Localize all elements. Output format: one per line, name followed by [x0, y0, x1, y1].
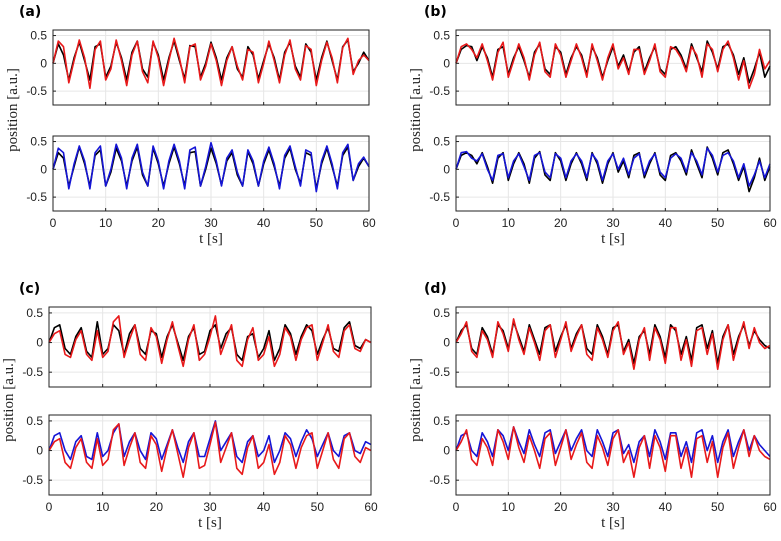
panel-b: (b)-0.500.5-0.500.50 10 20 30 40 50 60t [s]pos… — [408, 4, 777, 247]
y-tick-label: 0.5 — [30, 135, 47, 149]
x-tick-label: 10 — [96, 500, 110, 514]
y-tick-label: -0.5 — [26, 84, 47, 98]
series-line-blue — [52, 141, 370, 193]
subplot-top: -0.5 0 0.5 — [26, 29, 370, 106]
y-tick-label: 0 — [36, 444, 43, 458]
x-tick-label: 40 — [659, 216, 673, 230]
panel-label: (a) — [19, 4, 41, 20]
y-tick-label: -0.5 — [429, 365, 450, 379]
x-tick-label: 50 — [711, 216, 725, 230]
x-axis-label: t [s] — [199, 231, 223, 247]
x-axis-label: t [s] — [601, 515, 625, 531]
y-tick-label: 0.5 — [30, 29, 47, 43]
y-tick-label: -0.5 — [429, 190, 450, 204]
panel-c: (c)-0.500.5-0.500.50 10 20 30 40 50 60t [s]pos… — [1, 281, 378, 531]
x-tick-label: 30 — [203, 500, 217, 514]
series-line-red — [48, 421, 372, 479]
x-tick-label: 60 — [763, 216, 777, 230]
series-line-red — [455, 40, 771, 90]
y-axis-label: position [a.u.] — [1, 358, 17, 442]
subplot-top: -0.5 0 0.5 — [22, 306, 372, 388]
x-tick-label: 60 — [362, 216, 376, 230]
series-line-black — [455, 146, 771, 193]
y-tick-label: -0.5 — [429, 473, 450, 487]
y-tick-label: 0 — [443, 444, 450, 458]
subplot-bottom: -0.500.50 10 20 30 40 50 60t [s] — [429, 414, 777, 531]
y-tick-label: -0.5 — [22, 473, 43, 487]
x-tick-label: 10 — [502, 216, 516, 230]
x-tick-label: 0 — [453, 500, 460, 514]
y-tick-label: 0 — [443, 56, 450, 70]
x-tick-label: 50 — [311, 500, 325, 514]
x-tick-label: 0 — [46, 500, 53, 514]
panel-a: (a)-0.500.5-0.500.50 10 20 30 40 50 60t [s]pos… — [5, 4, 376, 247]
x-axis-label: t [s] — [601, 231, 625, 247]
panel-label: (d) — [424, 281, 447, 297]
y-axis-label: position [a.u.] — [408, 358, 424, 442]
x-tick-label: 0 — [453, 216, 460, 230]
x-tick-label: 20 — [554, 216, 568, 230]
x-axis-label: t [s] — [198, 515, 222, 531]
series-line-red — [48, 315, 372, 368]
x-tick-label: 60 — [763, 500, 777, 514]
x-tick-label: 60 — [364, 500, 378, 514]
subplot-bottom: -0.500.50 10 20 30 40 50 60t [s] — [26, 135, 376, 247]
x-tick-label: 40 — [257, 216, 271, 230]
y-tick-label: 0 — [36, 336, 43, 350]
panel-label: (b) — [424, 4, 447, 20]
x-tick-label: 20 — [152, 216, 166, 230]
x-tick-label: 20 — [150, 500, 164, 514]
y-axis-label: position [a.u.] — [5, 68, 21, 152]
series-line-blue — [455, 426, 771, 464]
y-tick-label: 0.5 — [26, 306, 43, 320]
y-tick-label: 0 — [40, 56, 47, 70]
y-tick-label: -0.5 — [26, 190, 47, 204]
x-tick-label: 20 — [554, 500, 568, 514]
y-tick-label: 0.5 — [433, 414, 450, 428]
panel-d: (d)-0.500.5-0.500.50 10 20 30 40 50 60t [s]pos… — [408, 281, 777, 531]
series-line-blue — [48, 420, 372, 464]
x-tick-label: 0 — [50, 216, 57, 230]
y-tick-label: -0.5 — [22, 365, 43, 379]
y-tick-label: 0.5 — [433, 306, 450, 320]
y-tick-label: 0.5 — [433, 135, 450, 149]
y-tick-label: 0.5 — [433, 29, 450, 43]
series-line-red — [455, 426, 771, 479]
subplot-bottom: -0.500.50 10 20 30 40 50 60t [s] — [22, 414, 378, 531]
x-tick-label: 10 — [99, 216, 113, 230]
series-line-blue — [455, 147, 771, 187]
y-tick-label: 0 — [443, 162, 450, 176]
y-tick-label: -0.5 — [429, 84, 450, 98]
series-line-red — [455, 318, 771, 371]
series-line-red — [52, 37, 370, 90]
x-tick-label: 40 — [659, 500, 673, 514]
x-tick-label: 50 — [711, 500, 725, 514]
x-tick-label: 50 — [310, 216, 324, 230]
y-axis-label: position [a.u.] — [408, 68, 424, 152]
subplot-top: -0.5 0 0.5 — [429, 306, 771, 388]
panel-label: (c) — [19, 281, 40, 297]
x-tick-label: 30 — [606, 216, 620, 230]
y-tick-label: 0.5 — [26, 414, 43, 428]
x-tick-label: 10 — [502, 500, 516, 514]
y-tick-label: 0 — [443, 336, 450, 350]
subplot-bottom: -0.500.50 10 20 30 40 50 60t [s] — [429, 135, 777, 247]
x-tick-label: 30 — [606, 500, 620, 514]
x-tick-label: 30 — [204, 216, 218, 230]
x-tick-label: 40 — [257, 500, 271, 514]
y-tick-label: 0 — [40, 162, 47, 176]
subplot-top: -0.5 0 0.5 — [429, 29, 771, 106]
